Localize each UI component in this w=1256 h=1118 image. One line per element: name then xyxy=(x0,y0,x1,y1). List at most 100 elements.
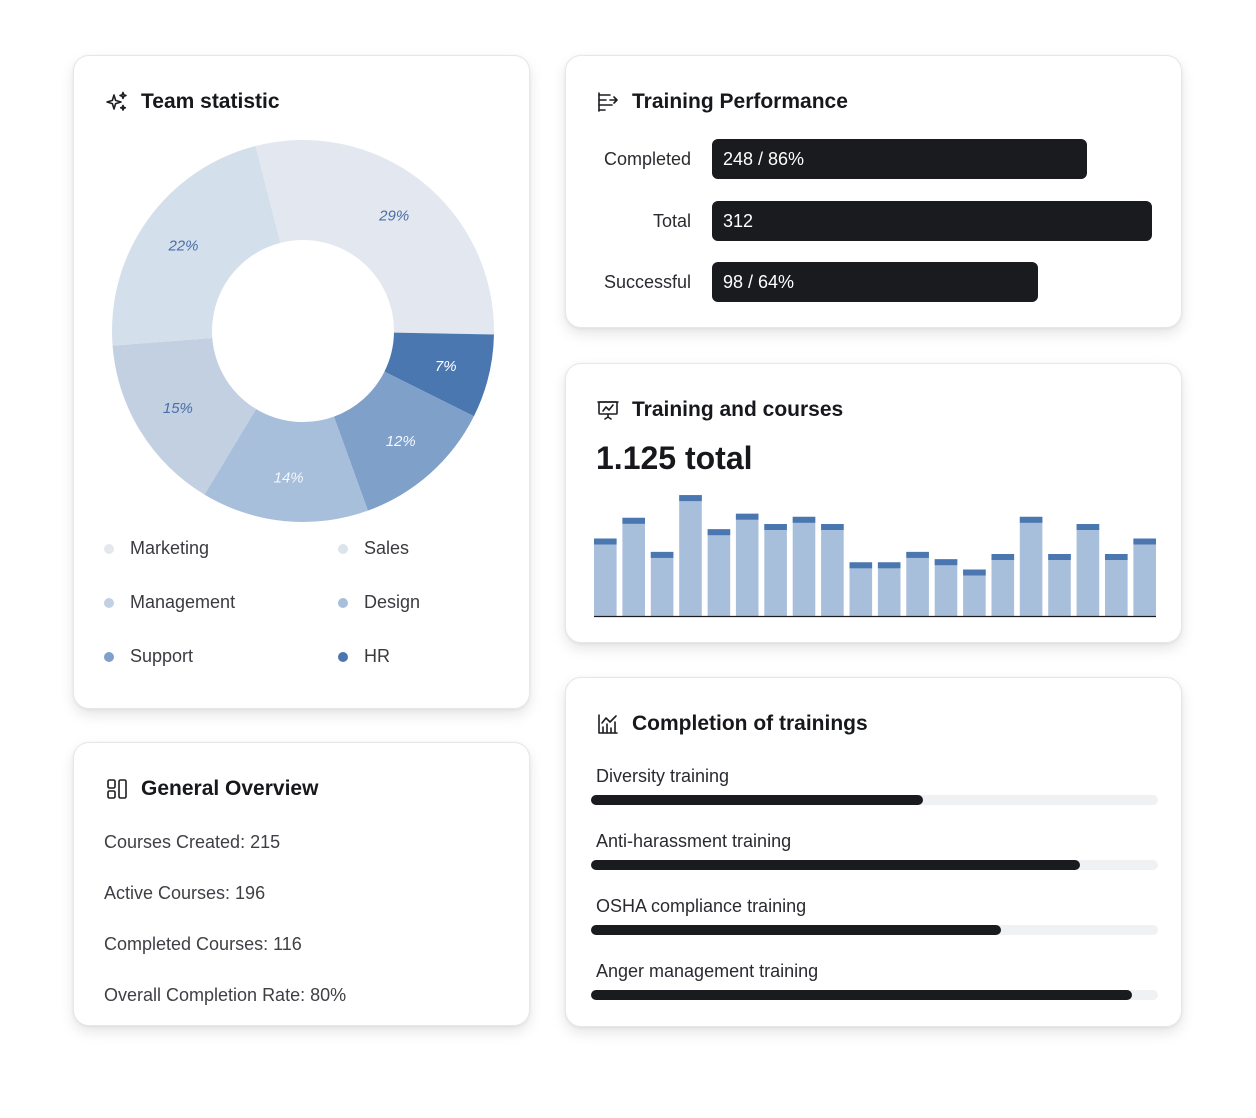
layout-icon xyxy=(105,777,129,801)
course-bar-cap-20 xyxy=(1133,538,1156,545)
course-bar-6 xyxy=(735,513,759,616)
donut-slice-sales xyxy=(255,140,494,335)
donut-slice-management xyxy=(112,337,257,495)
course-bar-cap-11 xyxy=(877,562,901,569)
completion-title: Completion of trainings xyxy=(632,712,868,735)
perf-value-total: 312 xyxy=(723,210,754,231)
training-performance-card: Training Performance Completed 248 / 86%… xyxy=(565,55,1182,328)
training-courses-header: Training and courses xyxy=(596,398,843,422)
perf-value-successful: 98 / 64% xyxy=(723,271,795,292)
completion-fill-anger-management xyxy=(591,990,1132,1000)
course-bar-cap-15 xyxy=(991,554,1015,560)
bar-chart-icon xyxy=(596,712,620,736)
completion-fill-osha xyxy=(591,925,1001,935)
course-bar-cap-6 xyxy=(735,513,759,520)
legend-dot-management xyxy=(104,597,114,608)
course-bar-cap-8 xyxy=(792,516,816,523)
perf-bar-successful: 98 / 64% xyxy=(712,262,1038,302)
course-bar-cap-7 xyxy=(764,524,787,530)
course-bar-cap-9 xyxy=(821,524,844,530)
course-bar-cap-18 xyxy=(1076,524,1100,530)
perf-value-completed: 248 / 86% xyxy=(723,148,805,169)
donut-label-design: 14% xyxy=(274,469,304,486)
legend-label-marketing: Marketing xyxy=(130,538,210,558)
stat-completion-rate: Overall Completion Rate: 80% xyxy=(104,985,347,1005)
legend-item-management: Management xyxy=(104,592,235,613)
course-bar-cap-13 xyxy=(934,559,958,566)
course-bar-cap-10 xyxy=(849,562,873,569)
general-overview-card: General Overview Courses Created: 215 Ac… xyxy=(73,742,530,1026)
courses-total: 1.125 total xyxy=(596,440,753,476)
course-bar-3 xyxy=(650,551,674,616)
legend-dot-support xyxy=(104,651,114,662)
donut-label-hr: 7% xyxy=(435,358,457,375)
course-bar-17 xyxy=(1048,554,1071,616)
perf-label-completed: Completed xyxy=(603,149,691,169)
completion-card: Completion of trainings Diversity traini… xyxy=(565,677,1182,1027)
training-performance-title: Training Performance xyxy=(632,90,848,113)
courses-bar-chart xyxy=(594,495,1156,618)
course-bar-14 xyxy=(963,569,986,616)
course-bar-cap-19 xyxy=(1105,554,1128,560)
completion-label-anti-harassment: Anti-harassment training xyxy=(596,831,792,851)
course-bar-10 xyxy=(849,562,873,616)
donut-slice-design xyxy=(204,408,368,522)
completion-header: Completion of trainings xyxy=(596,712,868,736)
course-bar-8 xyxy=(792,516,816,616)
course-bar-5 xyxy=(707,529,731,616)
completion-label-diversity: Diversity training xyxy=(596,766,730,786)
perf-bar-completed: 248 / 86% xyxy=(712,139,1087,179)
legend-item-support: Support xyxy=(104,646,193,667)
completion-label-anger-management: Anger management training xyxy=(596,961,819,981)
donut-slice-marketing xyxy=(111,146,281,346)
completion-fill-anti-harassment xyxy=(591,860,1080,870)
completion-fill-diversity xyxy=(591,795,923,805)
legend-label-hr: HR xyxy=(364,646,390,666)
donut-label-management: 15% xyxy=(163,400,193,417)
team-statistic-card: Team statistic 29% 7% 12% 14% 15% 22% Marketi… xyxy=(73,55,530,709)
course-bar-1 xyxy=(594,538,617,616)
donut-slice-hr xyxy=(384,332,494,417)
general-overview-header: General Overview xyxy=(105,777,318,801)
training-courses-title: Training and courses xyxy=(632,398,844,421)
perf-label-total: Total xyxy=(652,211,691,231)
course-bar-cap-17 xyxy=(1048,554,1071,560)
completion-track-anger-management xyxy=(591,990,1158,1000)
course-bar-18 xyxy=(1076,524,1100,616)
training-courses-card: Training and courses 1.125 total xyxy=(565,363,1182,643)
donut-slice-support xyxy=(333,371,474,511)
perf-label-successful: Successful xyxy=(603,272,691,292)
course-bar-9 xyxy=(821,524,844,616)
course-bar-11 xyxy=(877,562,901,616)
legend-dot-sales xyxy=(338,543,348,554)
course-bar-4 xyxy=(679,495,702,616)
presentation-chart-icon xyxy=(596,398,620,422)
legend-item-design: Design xyxy=(338,592,420,613)
completion-track-anti-harassment xyxy=(591,860,1158,870)
completion-track-osha xyxy=(591,925,1158,935)
legend-dot-marketing xyxy=(104,543,114,554)
legend-label-sales: Sales xyxy=(364,538,410,558)
team-statistic-title: Team statistic xyxy=(141,90,280,113)
legend-label-management: Management xyxy=(130,592,236,612)
course-bar-cap-3 xyxy=(650,551,674,558)
course-bar-cap-16 xyxy=(1019,516,1043,523)
team-statistic-header: Team statistic xyxy=(105,90,280,114)
legend-dot-design xyxy=(338,597,348,608)
donut-label-support: 12% xyxy=(386,433,416,450)
course-bar-cap-4 xyxy=(679,495,702,502)
stat-active-courses: Active Courses: 196 xyxy=(104,883,266,903)
course-bar-7 xyxy=(764,524,787,616)
legend-label-design: Design xyxy=(364,592,421,612)
legend-label-support: Support xyxy=(130,646,194,666)
course-bar-12 xyxy=(906,551,929,616)
course-bar-15 xyxy=(991,554,1015,616)
legend-item-marketing: Marketing xyxy=(104,538,209,559)
completion-label-osha: OSHA compliance training xyxy=(596,896,807,916)
training-performance-header: Training Performance xyxy=(596,90,848,114)
course-bar-cap-1 xyxy=(594,538,617,545)
perf-bar-total: 312 xyxy=(712,201,1152,241)
course-bar-cap-5 xyxy=(707,529,731,536)
donut-label-sales: 29% xyxy=(378,208,409,225)
course-bar-16 xyxy=(1019,516,1043,616)
